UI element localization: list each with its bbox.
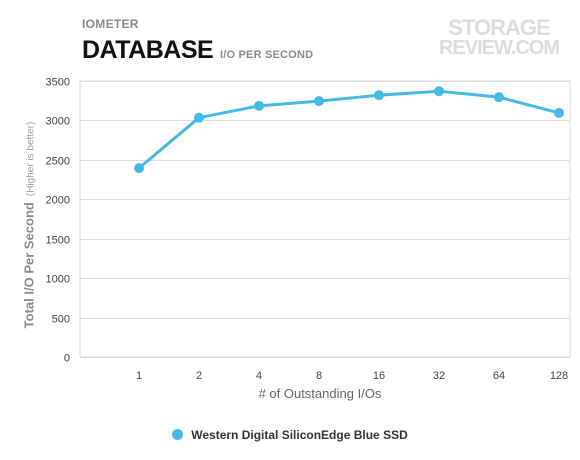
y-tick-label: 1500 [46,235,70,247]
data-point [434,86,444,97]
x-tick-label: 8 [316,370,322,382]
y-axis-title: Total I/O Per Second [21,202,37,329]
x-tick-label: 4 [256,370,262,382]
x-tick-label: 64 [493,370,505,382]
data-point [494,92,504,103]
x-tick-label: 2 [196,370,202,382]
y-tick-label: 0 [64,353,70,365]
series-line [138,89,560,170]
chart-title: DATABASE [82,36,214,64]
y-tick-label: 1000 [46,274,70,286]
plot-area [79,80,571,358]
y-tick-label: 3500 [46,77,70,89]
x-tick-label: 32 [433,370,445,382]
storagereview-logo: STORAGE REVIEW.COM [432,15,566,59]
y-tick-label: 3000 [46,116,70,128]
data-point [374,90,384,101]
x-tick-label: 16 [373,370,385,382]
y-axis-note: (Higher is better) [25,121,37,197]
y-tick-label: 2000 [46,195,70,207]
legend-marker [172,429,184,440]
logo-line-1: STORAGE [448,15,550,40]
x-axis-label: # of Outstanding I/Os [258,386,382,401]
y-tick-label: 500 [52,314,70,326]
data-point [134,163,144,174]
legend: Western Digital SiliconEdge Blue SSD [0,428,580,442]
chart-subtitle: I/O PER SECOND [220,49,314,61]
data-point [314,96,324,107]
chart-supertitle: IOMETER [82,17,139,31]
x-tick-label: 128 [550,370,568,382]
x-tick-label: 1 [136,370,142,382]
legend-series-name: Western Digital SiliconEdge Blue SSD [191,428,408,442]
data-point [554,107,564,118]
data-point [194,112,204,123]
y-tick-label: 2500 [46,156,70,168]
y-axis-label: Total I/O Per Second (Higher is better) [20,80,38,370]
data-point [254,100,264,111]
logo-line-2: REVIEW.COM [438,37,560,59]
